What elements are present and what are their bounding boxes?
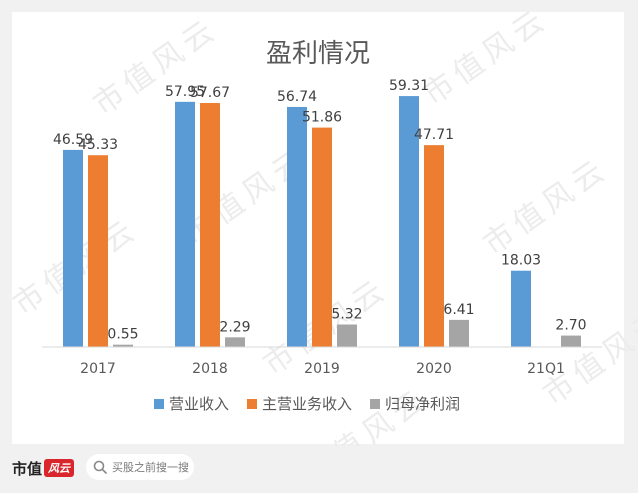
value-label-2018-series-1: 57.67 (190, 85, 230, 101)
value-label-21Q1-series-0: 18.03 (501, 253, 541, 269)
bar-2017-series-1 (88, 155, 108, 347)
value-label-21Q1-series-2: 2.70 (555, 318, 586, 334)
search-icon (93, 460, 107, 474)
value-label-2019-series-2: 5.32 (331, 306, 362, 322)
x-tick-label: 2017 (80, 361, 116, 377)
value-label-2020-series-1: 47.71 (414, 127, 454, 143)
bar-2017-series-2 (113, 344, 133, 347)
bar-2020-series-0 (399, 96, 419, 347)
bar-2017-series-0 (63, 149, 83, 347)
legend-swatch-0 (154, 399, 164, 409)
x-tick-label: 2018 (192, 361, 228, 377)
value-label-2017-series-1: 45.33 (78, 137, 118, 153)
value-label-2017-series-0: 46.59 (53, 132, 93, 148)
bar-group (63, 96, 581, 347)
bar-2018-series-1 (200, 103, 220, 347)
chart-title: 盈利情况 (266, 39, 370, 69)
chart-card: 市值风云 市值风云 市值风云 市值风云 市值风云 市值风云 市值风云 市值风云 … (7, 1, 638, 492)
bar-2018-series-2 (225, 337, 245, 347)
value-label-2018-series-0: 57.95 (165, 84, 205, 100)
bar-2020-series-1 (424, 145, 444, 347)
legend-label-0: 营业收入 (169, 395, 229, 413)
legend-label-2: 归母净利润 (385, 395, 460, 413)
value-label-2020-series-2: 6.41 (443, 302, 474, 318)
value-label-2017-series-2: 0.55 (107, 327, 138, 343)
legend-label-1: 主营业务收入 (262, 395, 352, 413)
bar-2020-series-2 (449, 319, 469, 347)
footer-bar: 市值 风云 买股之前搜一搜 (0, 446, 638, 490)
bar-21Q1-series-0 (511, 270, 531, 347)
legend: 营业收入 主营业务收入 归母净利润 (154, 395, 460, 413)
x-tick-label: 21Q1 (527, 361, 565, 377)
bar-2019-series-1 (312, 127, 332, 347)
legend-swatch-1 (247, 399, 257, 409)
bar-2019-series-0 (287, 106, 307, 347)
brand-text: 市值 (12, 459, 43, 478)
x-tick-group: 2017 2018 2019 2020 21Q1 (80, 361, 565, 377)
legend-swatch-2 (370, 399, 380, 409)
x-tick-label: 2020 (416, 361, 452, 377)
value-label-2018-series-2: 2.29 (219, 319, 250, 335)
bar-2018-series-0 (175, 101, 195, 347)
brand-logo[interactable]: 市值 风云 (12, 458, 75, 478)
bar-2019-series-2 (337, 324, 357, 347)
value-label-2019-series-0: 56.74 (277, 89, 317, 105)
value-label-2019-series-1: 51.86 (302, 110, 342, 126)
search-placeholder: 买股之前搜一搜 (112, 461, 189, 474)
bar-21Q1-series-2 (561, 335, 581, 347)
brand-badge: 风云 (44, 459, 75, 477)
value-label-2020-series-0: 59.31 (389, 78, 429, 94)
x-tick-label: 2019 (304, 361, 340, 377)
search-box[interactable]: 买股之前搜一搜 (86, 454, 194, 480)
